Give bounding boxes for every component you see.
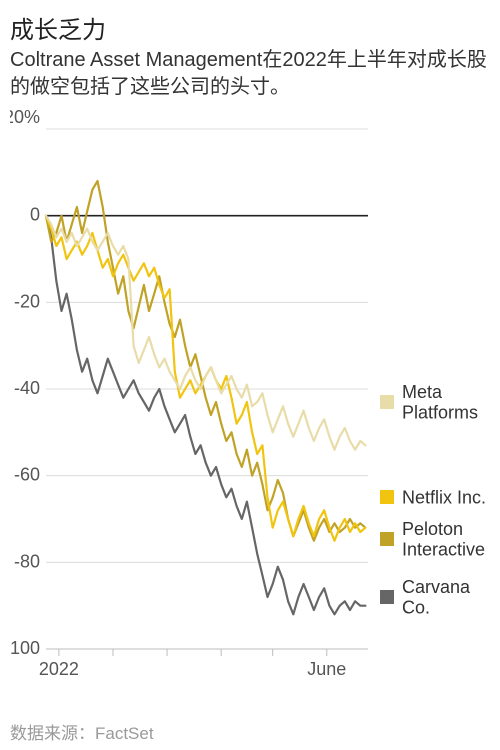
svg-text:Interactive: Interactive <box>402 540 485 560</box>
page-root: 成长乏力 Coltrane Asset Management在2022年上半年对… <box>0 0 500 750</box>
svg-text:-60: -60 <box>14 465 40 485</box>
chart-area: -100 -80 -60 -40 -20 0 20% 2022 June MetaPlatform… <box>10 107 490 715</box>
svg-text:Peloton: Peloton <box>402 519 463 539</box>
svg-text:2022: 2022 <box>39 659 79 679</box>
svg-text:June: June <box>307 659 346 679</box>
svg-text:Platforms: Platforms <box>402 403 478 423</box>
svg-text:-40: -40 <box>14 378 40 398</box>
svg-text:0: 0 <box>30 205 40 225</box>
svg-text:-100: -100 <box>10 638 40 658</box>
svg-text:-20: -20 <box>14 291 40 311</box>
svg-text:Co.: Co. <box>402 598 430 618</box>
svg-text:Meta: Meta <box>402 382 443 402</box>
svg-text:Carvana: Carvana <box>402 577 471 597</box>
svg-text:-80: -80 <box>14 551 40 571</box>
chart-title: 成长乏力 <box>10 10 490 45</box>
chart-subtitle: Coltrane Asset Management在2022年上半年对成长股的做… <box>10 47 490 101</box>
line-chart: -100 -80 -60 -40 -20 0 20% 2022 June MetaPlatform… <box>10 107 490 697</box>
svg-text:20%: 20% <box>10 107 40 127</box>
data-source: 数据来源：FactSet <box>10 715 490 744</box>
svg-text:Netflix Inc.: Netflix Inc. <box>402 487 486 507</box>
